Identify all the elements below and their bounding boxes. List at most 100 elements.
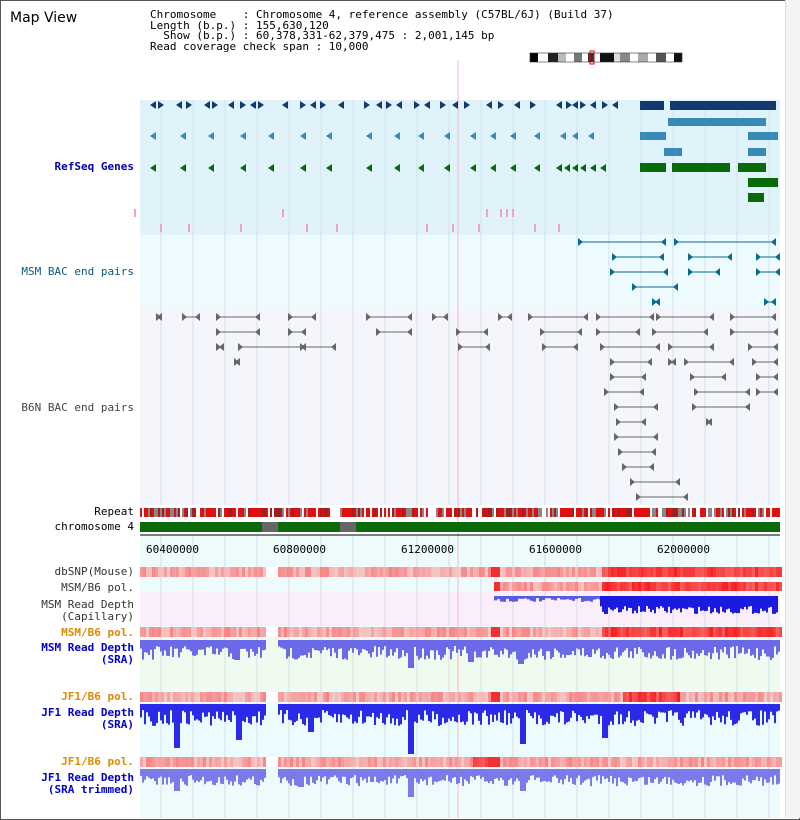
msm-read-depth-cap-label[interactable]: MSM Read Depth (Capillary) (41, 598, 134, 623)
repeat-block (468, 508, 470, 517)
msm-b6-pol-strip-1 (584, 582, 587, 591)
refseq-gene (366, 132, 372, 140)
msm-b6-pol-label-1[interactable]: MSM/B6 pol. (61, 581, 134, 594)
dbsnp-label[interactable]: dbSNP(Mouse) (54, 565, 134, 578)
msm-b6-pol-strip-2 (710, 627, 713, 637)
jf1-b6-pol-strip-2 (623, 757, 626, 767)
refseq-gene (268, 132, 274, 140)
msm-sra-depth-bar (226, 640, 228, 649)
jf1-sra-depth-bar (404, 704, 406, 720)
jf1-trim-depth-bar (626, 769, 628, 786)
jf1-b6-pol-strip-1 (524, 692, 527, 702)
msm-b6-pol-strip-2 (146, 627, 149, 637)
msm-read-depth-sra-label[interactable]: MSM Read Depth (SRA) (41, 641, 134, 666)
jf1-read-depth-sra-label[interactable]: JF1 Read Depth (SRA) (41, 706, 134, 731)
jf1-b6-pol-strip-1 (455, 692, 458, 702)
msm-cap-depth-bar (764, 596, 766, 611)
msm-sra-depth-bar (372, 640, 374, 653)
jf1-sra-depth-bar (516, 704, 518, 717)
repeat-block (500, 508, 502, 517)
jf1-trim-depth-bar (610, 769, 612, 776)
jf1-trim-depth-bar (522, 769, 524, 791)
jf1-sra-depth-bar (204, 704, 206, 717)
msm-cap-depth-bar (700, 596, 702, 611)
jf1-sra-depth-bar (588, 704, 590, 719)
repeat-block (722, 508, 724, 517)
jf1-sra-depth-bar (500, 704, 502, 723)
refseq-label[interactable]: RefSeq Genes (54, 160, 134, 173)
repeat-block (238, 508, 240, 517)
refseq-gene (150, 101, 156, 109)
jf1-sra-depth-bar (216, 704, 218, 712)
jf1-trim-depth-bar (642, 769, 644, 777)
jf1-sra-depth-bar (750, 704, 752, 712)
msm-b6-pol-strip-2 (635, 627, 638, 637)
jf1-b6-pol-strip-2 (365, 757, 368, 767)
jf1-b6-pol-strip-1 (386, 692, 389, 702)
jf1-sra-depth-bar (716, 704, 718, 712)
dbsnp-strip (230, 567, 233, 577)
b6n-bac-pair (671, 358, 676, 366)
jf1-read-depth-trim-label[interactable]: JF1 Read Depth (SRA trimmed) (41, 771, 134, 796)
jf1-b6-pol-strip-2 (452, 757, 455, 767)
jf1-trim-depth-bar (424, 769, 426, 780)
jf1-trim-depth-bar (182, 769, 184, 782)
msm-b6-pol-strip-2 (380, 627, 383, 637)
repeat-block (516, 508, 518, 517)
jf1-trim-depth-bar (560, 769, 562, 780)
msm-sra-depth-bar (576, 640, 578, 649)
msm-sra-depth-bar (742, 640, 744, 648)
jf1-sra-depth-bar (388, 704, 390, 715)
jf1-b6-pol-strip-2 (140, 757, 143, 767)
dbsnp-strip (731, 567, 734, 577)
repeat-block (168, 508, 170, 517)
jf1-b6-pol-label-2[interactable]: JF1/B6 pol. (61, 755, 134, 768)
ideogram-band (600, 53, 614, 62)
jf1-trim-depth-bar (716, 769, 718, 777)
b6n-bac-label[interactable]: B6N BAC end pairs (21, 401, 134, 414)
dbsnp-strip (776, 567, 779, 577)
repeat-block (768, 508, 770, 517)
msm-b6-pol-strip-1 (599, 582, 602, 591)
msm-cap-depth-bar (668, 596, 670, 607)
msm-sra-depth-bar (766, 640, 768, 657)
repeat-block (414, 508, 416, 517)
axis-tick: 61200000 (401, 543, 454, 556)
vertical-scrollbar[interactable] (785, 0, 800, 818)
jf1-b6-pol-strip-1 (521, 692, 524, 702)
jf1-b6-pol-strip-1 (302, 692, 305, 702)
b6n-bac-pair (773, 388, 778, 396)
jf1-b6-pol-strip-1 (143, 692, 146, 702)
jf1-sra-depth-bar (378, 704, 380, 719)
repeat-block (462, 508, 464, 517)
repeat-block (618, 508, 620, 517)
jf1-trim-depth-bar (704, 769, 706, 785)
jf1-b6-pol-strip-1 (746, 692, 749, 702)
jf1-b6-pol-label-1[interactable]: JF1/B6 pol. (61, 690, 134, 703)
jf1-trim-depth-bar (368, 769, 370, 777)
msm-b6-pol-label-2[interactable]: MSM/B6 pol. (61, 626, 134, 639)
jf1-sra-depth-bar (622, 704, 624, 725)
msm-bac-label[interactable]: MSM BAC end pairs (21, 265, 134, 278)
b6n-bac-pair (542, 343, 547, 351)
msm-b6-pol-strip-1 (533, 582, 536, 591)
jf1-sra-depth-bar (690, 704, 692, 718)
msm-cap-depth-bar (670, 596, 672, 614)
msm-b6-pol-strip-2 (239, 627, 242, 637)
dbsnp-strip (344, 567, 347, 577)
jf1-b6-pol-strip-1 (683, 692, 686, 702)
b6n-bac-pair (771, 313, 776, 321)
dbsnp-strip (422, 567, 425, 577)
msm-sra-depth-bar (674, 640, 676, 650)
dbsnp-strip (365, 567, 368, 577)
jf1-b6-pol-strip-2 (257, 757, 260, 767)
dbsnp-strip (584, 567, 587, 577)
msm-b6-pol-strip-2 (323, 627, 326, 637)
jf1-sra-depth-bar (620, 704, 622, 715)
msm-b6-pol-strip-2 (407, 627, 410, 637)
dbsnp-strip (593, 567, 596, 577)
msm-sra-depth-bar (344, 640, 346, 659)
jf1-sra-depth-bar (742, 704, 744, 713)
repeat-block (370, 508, 372, 517)
